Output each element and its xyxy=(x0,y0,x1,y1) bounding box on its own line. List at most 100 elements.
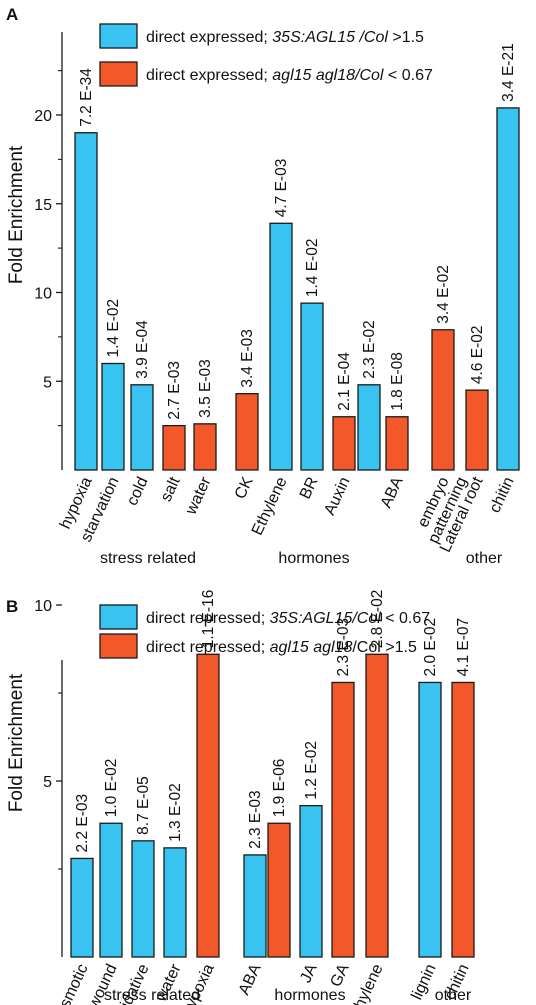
legend-entry: direct repressed; 35S:AGL15/Col < 0.67 xyxy=(146,610,430,627)
category-label: ABA xyxy=(378,474,407,510)
data-label: 2.1 E-04 xyxy=(336,352,353,411)
legend-swatch xyxy=(99,61,138,87)
legend-text-part: 35S:AGL15/Col xyxy=(270,610,382,627)
category-label: JA xyxy=(297,961,320,985)
data-label: 1.9 E-06 xyxy=(271,759,288,818)
data-label: 8.7 E-05 xyxy=(135,776,152,835)
bar-8 xyxy=(332,416,356,471)
category-label: GA xyxy=(327,961,352,989)
bar-12 xyxy=(465,389,489,471)
bar-1 xyxy=(99,822,123,958)
data-label: 1.0 E-02 xyxy=(103,759,120,818)
category-label: chitin xyxy=(486,475,517,516)
bar-10 xyxy=(418,681,442,958)
legend-text-part: < 0.67 xyxy=(383,67,432,84)
y-axis-label: Fold Enrichment xyxy=(6,145,27,284)
data-label: 2.3 E-02 xyxy=(361,320,378,379)
category-label: ABA xyxy=(236,961,265,997)
legend-text-part: < 0.67 xyxy=(381,610,430,627)
data-label: 4.6 E-02 xyxy=(469,326,486,385)
legend-text-part: >1.5 xyxy=(388,29,424,46)
category-label: cold xyxy=(124,475,152,509)
panel-letter: A xyxy=(6,5,18,24)
data-label: 1.4 E-02 xyxy=(105,299,122,358)
group-label: hormones xyxy=(274,987,345,1004)
group-label: hormones xyxy=(278,550,349,567)
legend-text-part: 35S:AGL15 /Col xyxy=(272,29,388,46)
bar-2 xyxy=(130,384,154,471)
data-label: 3.9 E-04 xyxy=(134,320,151,379)
data-label: 2.0 E-02 xyxy=(422,618,439,677)
legend-swatch xyxy=(99,633,138,659)
bar-8 xyxy=(331,681,355,958)
data-label: 3.4 E-02 xyxy=(435,265,452,324)
panel-letter: B xyxy=(6,597,18,616)
y-tick-label: 10 xyxy=(34,598,52,615)
bar-3 xyxy=(162,424,186,471)
bar-11 xyxy=(451,681,475,958)
data-label: 2.3 E-03 xyxy=(335,618,352,677)
group-label: stress related xyxy=(100,550,196,567)
legend-text-part: direct repressed; xyxy=(146,610,270,627)
category-label: CK xyxy=(232,474,257,502)
bar-11 xyxy=(431,329,455,471)
bar-10 xyxy=(385,416,409,471)
category-label: water xyxy=(182,474,215,518)
category-label: Ethylene xyxy=(345,961,387,1005)
bar-4 xyxy=(196,653,220,958)
data-label: 2.8 E-02 xyxy=(369,590,386,649)
bar-0 xyxy=(70,857,94,958)
bar-5 xyxy=(235,393,259,471)
data-label: 1.3 E-02 xyxy=(167,783,184,842)
data-label: 2.7 E-03 xyxy=(166,361,183,420)
data-label: 1.2 E-02 xyxy=(303,741,320,800)
data-label: 2.2 E-03 xyxy=(74,794,91,853)
bar-7 xyxy=(300,302,324,471)
legend-text-part: direct expressed; xyxy=(146,67,272,84)
group-label: other xyxy=(466,550,503,567)
legend-swatch xyxy=(99,23,138,49)
bar-5 xyxy=(243,854,267,958)
data-label: 7.2 E-34 xyxy=(78,68,95,127)
legend-entry: direct expressed; agl15 agl18/Col < 0.67 xyxy=(146,67,433,84)
legend-text-part: agl15 agl18 xyxy=(270,639,353,656)
y-tick-label: 5 xyxy=(43,774,52,791)
group-label: other xyxy=(435,987,472,1004)
data-label: 4.1 E-07 xyxy=(455,618,472,677)
data-label: 1.4 E-02 xyxy=(304,239,321,298)
y-tick-label: 10 xyxy=(34,286,52,303)
y-tick-label: 15 xyxy=(34,197,52,214)
category-label: salt xyxy=(158,474,184,504)
category-label: osmotic xyxy=(53,962,92,1005)
data-label: 1.8 E-08 xyxy=(389,352,406,411)
data-label: 1.1 E-16 xyxy=(200,590,217,649)
legend-entry: direct repressed; agl15 agl18/Col >1.5 xyxy=(146,639,417,656)
y-tick-label: 5 xyxy=(43,374,52,391)
bar-6 xyxy=(267,822,291,958)
legend-entry: direct expressed; 35S:AGL15 /Col >1.5 xyxy=(146,29,424,46)
bar-0 xyxy=(74,132,98,471)
legend-text-part: direct repressed; xyxy=(146,639,270,656)
bar-9 xyxy=(357,384,381,471)
legend-text-part: agl15 agl18/Col xyxy=(272,67,384,84)
category-label: BR xyxy=(297,475,322,502)
legend-swatch xyxy=(99,604,138,630)
bar-1 xyxy=(101,362,125,471)
data-label: 3.4 E-03 xyxy=(239,329,256,388)
bar-6 xyxy=(269,222,293,471)
data-label: 3.5 E-03 xyxy=(197,359,214,418)
bar-2 xyxy=(131,840,155,958)
data-label: 2.3 E-03 xyxy=(247,790,264,849)
data-label: 4.7 E-03 xyxy=(273,159,290,218)
bar-7 xyxy=(299,804,323,958)
legend-text-part: direct expressed; xyxy=(146,29,272,46)
y-tick-label: 20 xyxy=(34,108,52,125)
y-axis-label: Fold Enrichment xyxy=(6,673,27,812)
bar-9 xyxy=(365,653,389,958)
bar-4 xyxy=(193,423,217,471)
legend-text-part: /Col >1.5 xyxy=(352,639,417,656)
category-label: Auxin xyxy=(321,475,353,518)
